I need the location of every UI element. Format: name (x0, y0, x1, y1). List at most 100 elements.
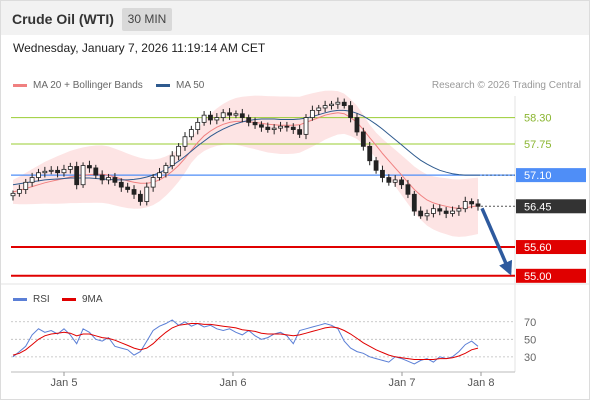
candle-body (208, 114, 213, 121)
candle-body (227, 112, 232, 116)
candle (424, 209, 430, 221)
candle (208, 111, 213, 125)
candle (297, 124, 303, 138)
rsi-swatch (13, 298, 27, 301)
rsi-label: RSI (33, 294, 50, 305)
candle (335, 97, 341, 109)
level-55-60-box (516, 240, 586, 255)
candle-body (233, 113, 239, 116)
candle (252, 117, 258, 129)
candle-body (322, 105, 328, 109)
candle (157, 167, 162, 181)
header-bar: Crude Oil (WTI) 30 MIN (1, 1, 589, 35)
candle-body (201, 114, 207, 123)
level-55-60-label: 55.60 (524, 242, 552, 254)
legend-rsi: RSI (13, 294, 50, 305)
candle (112, 172, 118, 186)
candle (354, 113, 360, 136)
candle (284, 121, 290, 132)
candle (137, 190, 143, 206)
candle (239, 108, 245, 123)
candle (42, 166, 48, 178)
candle (259, 121, 264, 132)
candle-body (284, 125, 290, 128)
candle-body (450, 210, 455, 214)
candle (367, 141, 373, 166)
candle (55, 166, 60, 178)
forecast-arrow-shaft (480, 207, 512, 274)
candle (150, 174, 156, 192)
candle (316, 104, 322, 116)
candles-group (10, 97, 481, 221)
timeframe-badge[interactable]: 30 MIN (122, 8, 172, 31)
candle-body (335, 101, 341, 105)
candle-body (106, 177, 111, 181)
level-56-45-box (516, 199, 586, 214)
level-55-00-label: 55.00 (524, 271, 552, 283)
candle (201, 111, 207, 126)
candle (329, 100, 334, 110)
candle-body (271, 127, 277, 130)
candle (431, 204, 436, 218)
candle (227, 108, 232, 120)
candle (214, 113, 220, 125)
candle-body (55, 169, 60, 174)
candle-body (220, 112, 226, 118)
x-tick-label: Jan 7 (389, 377, 416, 389)
rsi-tick-30: 30 (524, 352, 536, 364)
candle-body (303, 117, 309, 135)
candle-body (87, 165, 92, 169)
candle (74, 161, 80, 190)
candle-body (380, 169, 385, 178)
candle-body (125, 186, 131, 190)
candle-body (61, 168, 67, 174)
candle (67, 162, 73, 174)
candle (373, 156, 379, 174)
candle (450, 206, 455, 217)
candle-body (36, 172, 41, 178)
candle (23, 178, 29, 195)
candle-body (354, 117, 360, 133)
candle (309, 105, 315, 121)
level-57-10-box (516, 168, 586, 183)
candle-body (67, 166, 73, 170)
rsi-line (12, 319, 479, 365)
legend-ma50: MA 50 (156, 80, 204, 91)
x-tick-label: Jan 8 (468, 377, 495, 389)
candle (303, 114, 309, 140)
candle-body (112, 177, 118, 183)
candle (99, 170, 105, 185)
candle-body (405, 184, 411, 195)
candle (233, 110, 239, 119)
candle-body (259, 124, 264, 128)
candle-body (297, 129, 303, 135)
candle-body (99, 174, 105, 181)
candle-body (137, 193, 143, 202)
candle-body (42, 170, 48, 174)
candle-body (456, 208, 462, 212)
ma50-label: MA 50 (176, 80, 205, 91)
candle (125, 182, 131, 193)
candle-body (176, 145, 182, 157)
candle-body (348, 105, 354, 118)
candle (443, 207, 449, 219)
candle (220, 109, 226, 122)
candle-body (329, 103, 334, 106)
candle-body (392, 179, 398, 183)
candle (322, 100, 328, 113)
candle-body (131, 189, 137, 195)
candle (360, 127, 366, 151)
candle-body (373, 160, 379, 171)
candle (80, 162, 86, 188)
candle (36, 168, 41, 182)
candle-body (157, 172, 162, 178)
9ma-label: 9MA (82, 294, 103, 305)
candle (475, 199, 481, 211)
ma20-swatch (13, 84, 27, 87)
candle-body (431, 208, 436, 214)
candle-body (290, 126, 296, 130)
candle (29, 172, 35, 187)
candle-body (278, 125, 283, 129)
candle (93, 164, 99, 179)
